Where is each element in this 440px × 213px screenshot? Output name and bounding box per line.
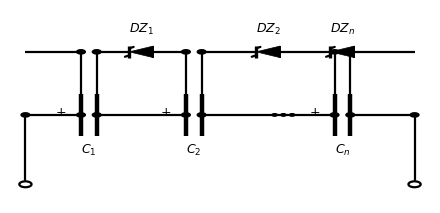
Circle shape: [19, 181, 32, 187]
Circle shape: [92, 50, 101, 54]
Circle shape: [281, 114, 286, 116]
Circle shape: [410, 113, 419, 117]
Circle shape: [272, 114, 277, 116]
Text: +: +: [161, 106, 172, 119]
Text: +: +: [310, 106, 320, 119]
Circle shape: [346, 50, 355, 54]
Text: +: +: [56, 106, 66, 119]
Circle shape: [77, 113, 85, 117]
Circle shape: [197, 113, 206, 117]
Circle shape: [330, 113, 339, 117]
Circle shape: [92, 113, 101, 117]
Polygon shape: [256, 46, 280, 58]
Circle shape: [408, 181, 421, 187]
Text: $DZ_n$: $DZ_n$: [330, 22, 355, 37]
Text: $DZ_2$: $DZ_2$: [256, 22, 280, 37]
Text: $DZ_1$: $DZ_1$: [129, 22, 154, 37]
Polygon shape: [330, 46, 355, 58]
Circle shape: [290, 114, 295, 116]
Circle shape: [77, 50, 85, 54]
Circle shape: [182, 113, 190, 117]
Text: $C_1$: $C_1$: [81, 143, 96, 158]
Circle shape: [197, 50, 206, 54]
Circle shape: [21, 113, 30, 117]
Circle shape: [182, 50, 190, 54]
Text: $C_n$: $C_n$: [334, 143, 350, 158]
Circle shape: [330, 50, 339, 54]
Circle shape: [346, 113, 355, 117]
Text: $C_2$: $C_2$: [186, 143, 202, 158]
Polygon shape: [129, 46, 153, 58]
